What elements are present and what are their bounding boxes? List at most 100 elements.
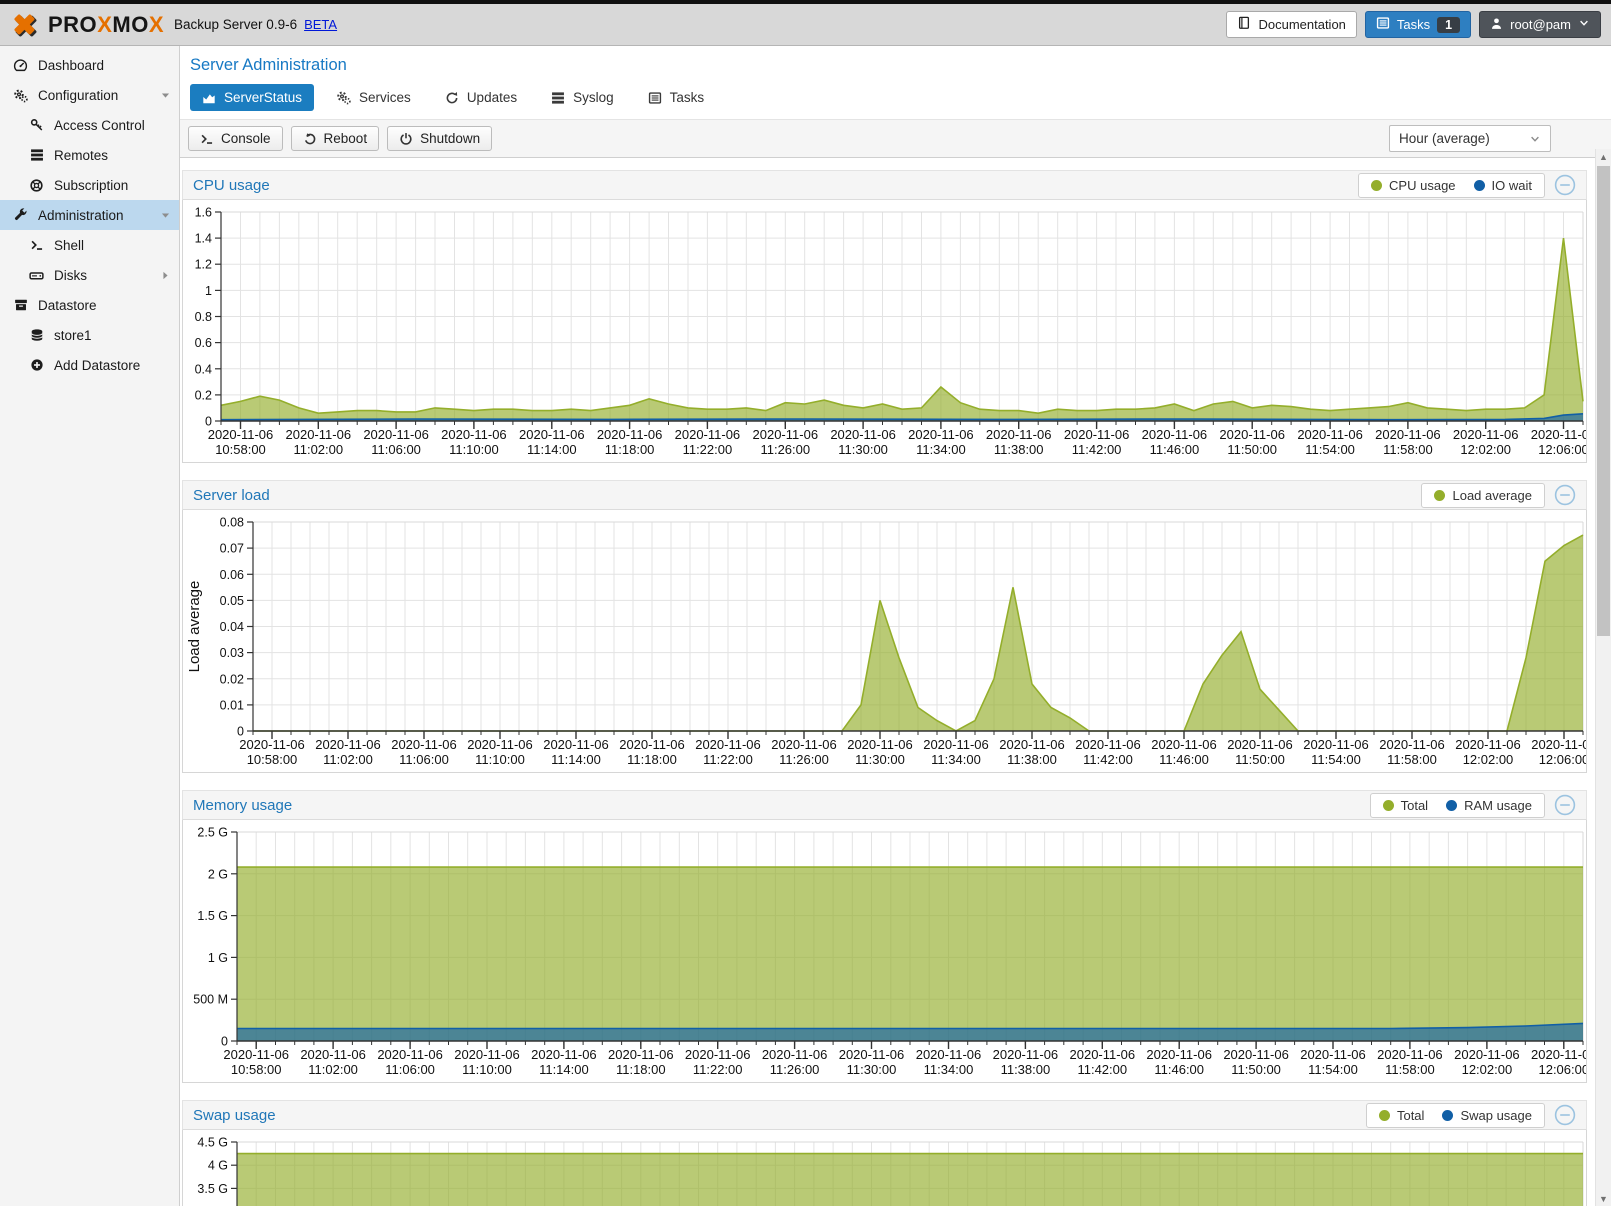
svg-text:2020-11-06: 2020-11-06 [1064, 427, 1130, 442]
documentation-button[interactable]: Documentation [1226, 11, 1357, 38]
legend-item-total[interactable]: Total [1378, 1108, 1424, 1123]
archive-box-icon [12, 298, 29, 312]
console-button[interactable]: Console [188, 126, 283, 151]
legend-item-load-average[interactable]: Load average [1434, 488, 1532, 503]
reboot-button[interactable]: Reboot [290, 126, 380, 151]
area-chart-icon [202, 91, 216, 105]
svg-text:2020-11-06: 2020-11-06 [1297, 427, 1363, 442]
legend-item-cpu-usage[interactable]: CPU usage [1371, 178, 1456, 193]
sidebar-item-subscription[interactable]: Subscription [0, 170, 179, 200]
tab-tasks[interactable]: Tasks [636, 84, 717, 111]
svg-text:2020-11-06: 2020-11-06 [986, 427, 1052, 442]
tasks-count-badge: 1 [1437, 16, 1461, 33]
svg-text:2020-11-06: 2020-11-06 [286, 427, 352, 442]
svg-text:2.5 G: 2.5 G [197, 826, 228, 840]
svg-text:2020-11-06: 2020-11-06 [1377, 1047, 1443, 1062]
sidebar-item-administration[interactable]: Administration [0, 200, 179, 230]
svg-text:11:54:00: 11:54:00 [1308, 1062, 1358, 1077]
svg-text:0.6: 0.6 [195, 336, 212, 350]
refresh-icon [445, 91, 459, 105]
tasks-button[interactable]: Tasks 1 [1364, 11, 1472, 38]
sidebar-item-configuration[interactable]: Configuration [0, 80, 179, 110]
legend-item-io-wait[interactable]: IO wait [1473, 178, 1532, 193]
svg-text:2020-11-06: 2020-11-06 [531, 1047, 597, 1062]
panel-collapse-button[interactable] [1554, 174, 1576, 196]
panel-collapse-button[interactable] [1554, 484, 1576, 506]
svg-text:11:38:00: 11:38:00 [1007, 752, 1057, 767]
svg-text:12:06:00: 12:06:00 [1538, 1062, 1586, 1077]
product-version: Backup Server 0.9-6 [174, 17, 298, 32]
svg-text:11:14:00: 11:14:00 [539, 1062, 589, 1077]
series-color-dot [1473, 179, 1485, 191]
sidebar-item-remotes[interactable]: Remotes [0, 140, 179, 170]
list-icon [551, 91, 565, 105]
documentation-label: Documentation [1258, 17, 1346, 32]
panel-title: CPU usage [193, 176, 270, 194]
user-menu-button[interactable]: root@pam [1479, 11, 1601, 38]
legend-item-total[interactable]: Total [1382, 798, 1428, 813]
tab-serverstatus[interactable]: ServerStatus [190, 84, 315, 111]
user-label: root@pam [1510, 17, 1571, 32]
sidebar-item-add-datastore[interactable]: Add Datastore [0, 350, 179, 380]
svg-text:11:10:00: 11:10:00 [462, 1062, 512, 1077]
svg-text:11:58:00: 11:58:00 [1385, 1062, 1435, 1077]
shutdown-button[interactable]: Shutdown [387, 126, 493, 151]
brand-text: PROXMOX [48, 11, 165, 37]
user-icon [1490, 17, 1503, 33]
sidebar-item-access-control[interactable]: Access Control [0, 110, 179, 140]
svg-text:0: 0 [205, 415, 212, 429]
memory-usage-panel: Memory usage Total RAM usage 0 500 M 1 G 1.… [182, 790, 1587, 1083]
svg-text:2020-11-06: 2020-11-06 [377, 1047, 443, 1062]
legend-item-ram-usage[interactable]: RAM usage [1446, 798, 1532, 813]
svg-text:11:54:00: 11:54:00 [1305, 442, 1355, 457]
scroll-up-arrow[interactable]: ▲ [1599, 151, 1608, 162]
svg-text:11:46:00: 11:46:00 [1150, 442, 1200, 457]
terminal-icon [28, 238, 45, 252]
tab-updates[interactable]: Updates [433, 84, 529, 111]
series-color-dot [1442, 1109, 1454, 1121]
sidebar-item-shell[interactable]: Shell [0, 230, 179, 260]
panel-collapse-button[interactable] [1554, 1104, 1576, 1126]
beta-link[interactable]: BETA [304, 17, 338, 32]
timeframe-select[interactable]: Hour (average) [1389, 125, 1551, 152]
sidebar-item-store1[interactable]: store1 [0, 320, 179, 350]
svg-text:11:10:00: 11:10:00 [449, 442, 499, 457]
svg-text:2020-11-06: 2020-11-06 [1227, 737, 1293, 752]
tab-syslog[interactable]: Syslog [539, 84, 626, 111]
tab-services[interactable]: Services [324, 84, 423, 111]
panel-title: Memory usage [193, 796, 293, 814]
legend-item-swap-usage[interactable]: Swap usage [1442, 1108, 1532, 1123]
scroll-down-arrow[interactable]: ▼ [1599, 1193, 1608, 1204]
scrollbar-thumb[interactable] [1597, 166, 1610, 636]
panel-collapse-button[interactable] [1554, 794, 1576, 816]
svg-text:3.5 G: 3.5 G [197, 1182, 228, 1196]
svg-text:0.4: 0.4 [195, 362, 212, 376]
svg-text:0.07: 0.07 [220, 542, 244, 556]
vertical-scrollbar[interactable]: ▲ ▼ [1595, 149, 1611, 1206]
svg-text:1.2: 1.2 [195, 258, 212, 272]
svg-text:11:18:00: 11:18:00 [605, 442, 655, 457]
proxmox-logo: PROXMOX [10, 11, 164, 39]
collapse-caret-icon [160, 90, 171, 101]
svg-text:11:14:00: 11:14:00 [527, 442, 577, 457]
chevron-down-icon [1578, 17, 1590, 32]
chart-legend: CPU usage IO wait [1358, 172, 1545, 198]
sidebar-item-dashboard[interactable]: Dashboard [0, 50, 179, 80]
tasks-label: Tasks [1396, 17, 1431, 32]
sidebar-item-datastore[interactable]: Datastore [0, 290, 179, 320]
svg-text:10:58:00: 10:58:00 [215, 442, 266, 457]
svg-text:4.5 G: 4.5 G [197, 1136, 228, 1150]
svg-text:11:34:00: 11:34:00 [924, 1062, 974, 1077]
panel-title: Server load [193, 486, 270, 504]
svg-text:11:46:00: 11:46:00 [1154, 1062, 1204, 1077]
svg-text:2020-11-06: 2020-11-06 [1300, 1047, 1366, 1062]
wrench-icon [12, 208, 29, 222]
svg-text:2 G: 2 G [208, 867, 228, 881]
chart-legend: Load average [1421, 482, 1545, 508]
svg-text:2020-11-06: 2020-11-06 [1070, 1047, 1136, 1062]
svg-text:11:30:00: 11:30:00 [838, 442, 888, 457]
reboot-arrow-icon [303, 132, 317, 146]
svg-text:11:42:00: 11:42:00 [1072, 442, 1122, 457]
sidebar-item-disks[interactable]: Disks [0, 260, 179, 290]
